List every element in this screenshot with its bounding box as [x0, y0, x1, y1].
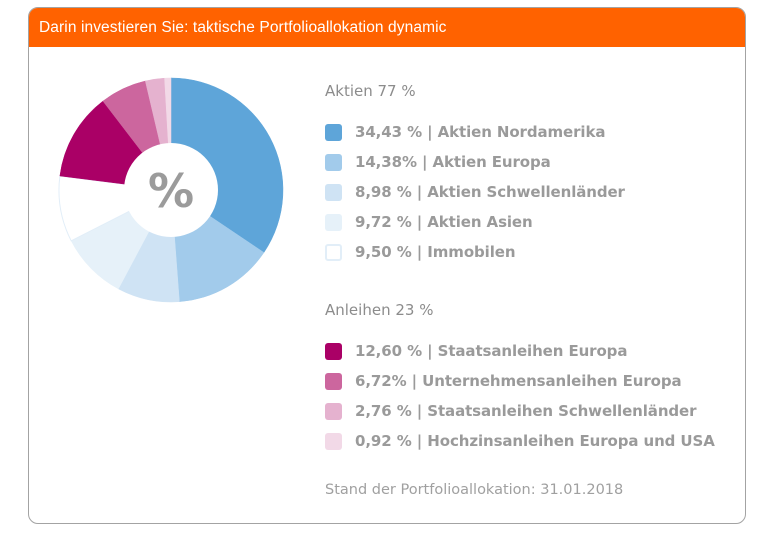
legend-swatch — [325, 153, 342, 171]
legend-label: 8,98 % | Aktien Schwellenländer — [355, 183, 625, 201]
legend-label: 0,92 % | Hochzinsanleihen Europa und USA — [355, 432, 715, 450]
legend-swatch — [325, 183, 342, 201]
allocation-date-note: Stand der Portfolioallokation: 31.01.201… — [325, 482, 624, 498]
legend-swatch — [325, 213, 342, 231]
legend-group-title-aktien: Aktien 77 % — [325, 82, 416, 100]
legend-item: 6,72% | Unternehmensanleihen Europa — [325, 371, 682, 391]
allocation-donut-chart: % — [58, 77, 284, 303]
legend-item: 8,98 % | Aktien Schwellenländer — [325, 182, 625, 202]
legend-swatch — [325, 402, 342, 420]
legend-label: 12,60 % | Staatsanleihen Europa — [355, 342, 628, 360]
legend-item: 14,38% | Aktien Europa — [325, 152, 551, 172]
legend-label: 34,43 % | Aktien Nordamerika — [355, 123, 606, 141]
legend-swatch — [325, 123, 342, 141]
legend-label: 9,50 % | Immobilen — [355, 243, 516, 261]
legend-item: 9,50 % | Immobilen — [325, 242, 516, 262]
percent-icon: % — [148, 164, 194, 218]
donut-hole — [124, 143, 218, 237]
legend-label: 6,72% | Unternehmensanleihen Europa — [355, 372, 682, 390]
legend-swatch — [325, 372, 342, 390]
legend-item: 12,60 % | Staatsanleihen Europa — [325, 341, 627, 361]
legend-item: 0,92 % | Hochzinsanleihen Europa und USA — [325, 431, 715, 451]
portfolio-allocation-card: Darin investieren Sie: taktische Portfol… — [28, 7, 746, 524]
card-header-title: Darin investieren Sie: taktische Portfol… — [29, 8, 745, 47]
legend-swatch — [325, 243, 342, 261]
legend-swatch — [325, 432, 342, 450]
legend-item: 34,43 % | Aktien Nordamerika — [325, 122, 605, 142]
legend-label: 9,72 % | Aktien Asien — [355, 213, 533, 231]
legend-group-title-anleihen: Anleihen 23 % — [325, 301, 434, 319]
donut-slice-aktien-nordamerika — [170, 77, 284, 253]
legend-swatch — [325, 342, 342, 360]
legend-item: 9,72 % | Aktien Asien — [325, 212, 533, 232]
legend-label: 2,76 % | Staatsanleihen Schwellenländer — [355, 402, 697, 420]
legend-item: 2,76 % | Staatsanleihen Schwellenländer — [325, 401, 697, 421]
legend-label: 14,38% | Aktien Europa — [355, 153, 551, 171]
